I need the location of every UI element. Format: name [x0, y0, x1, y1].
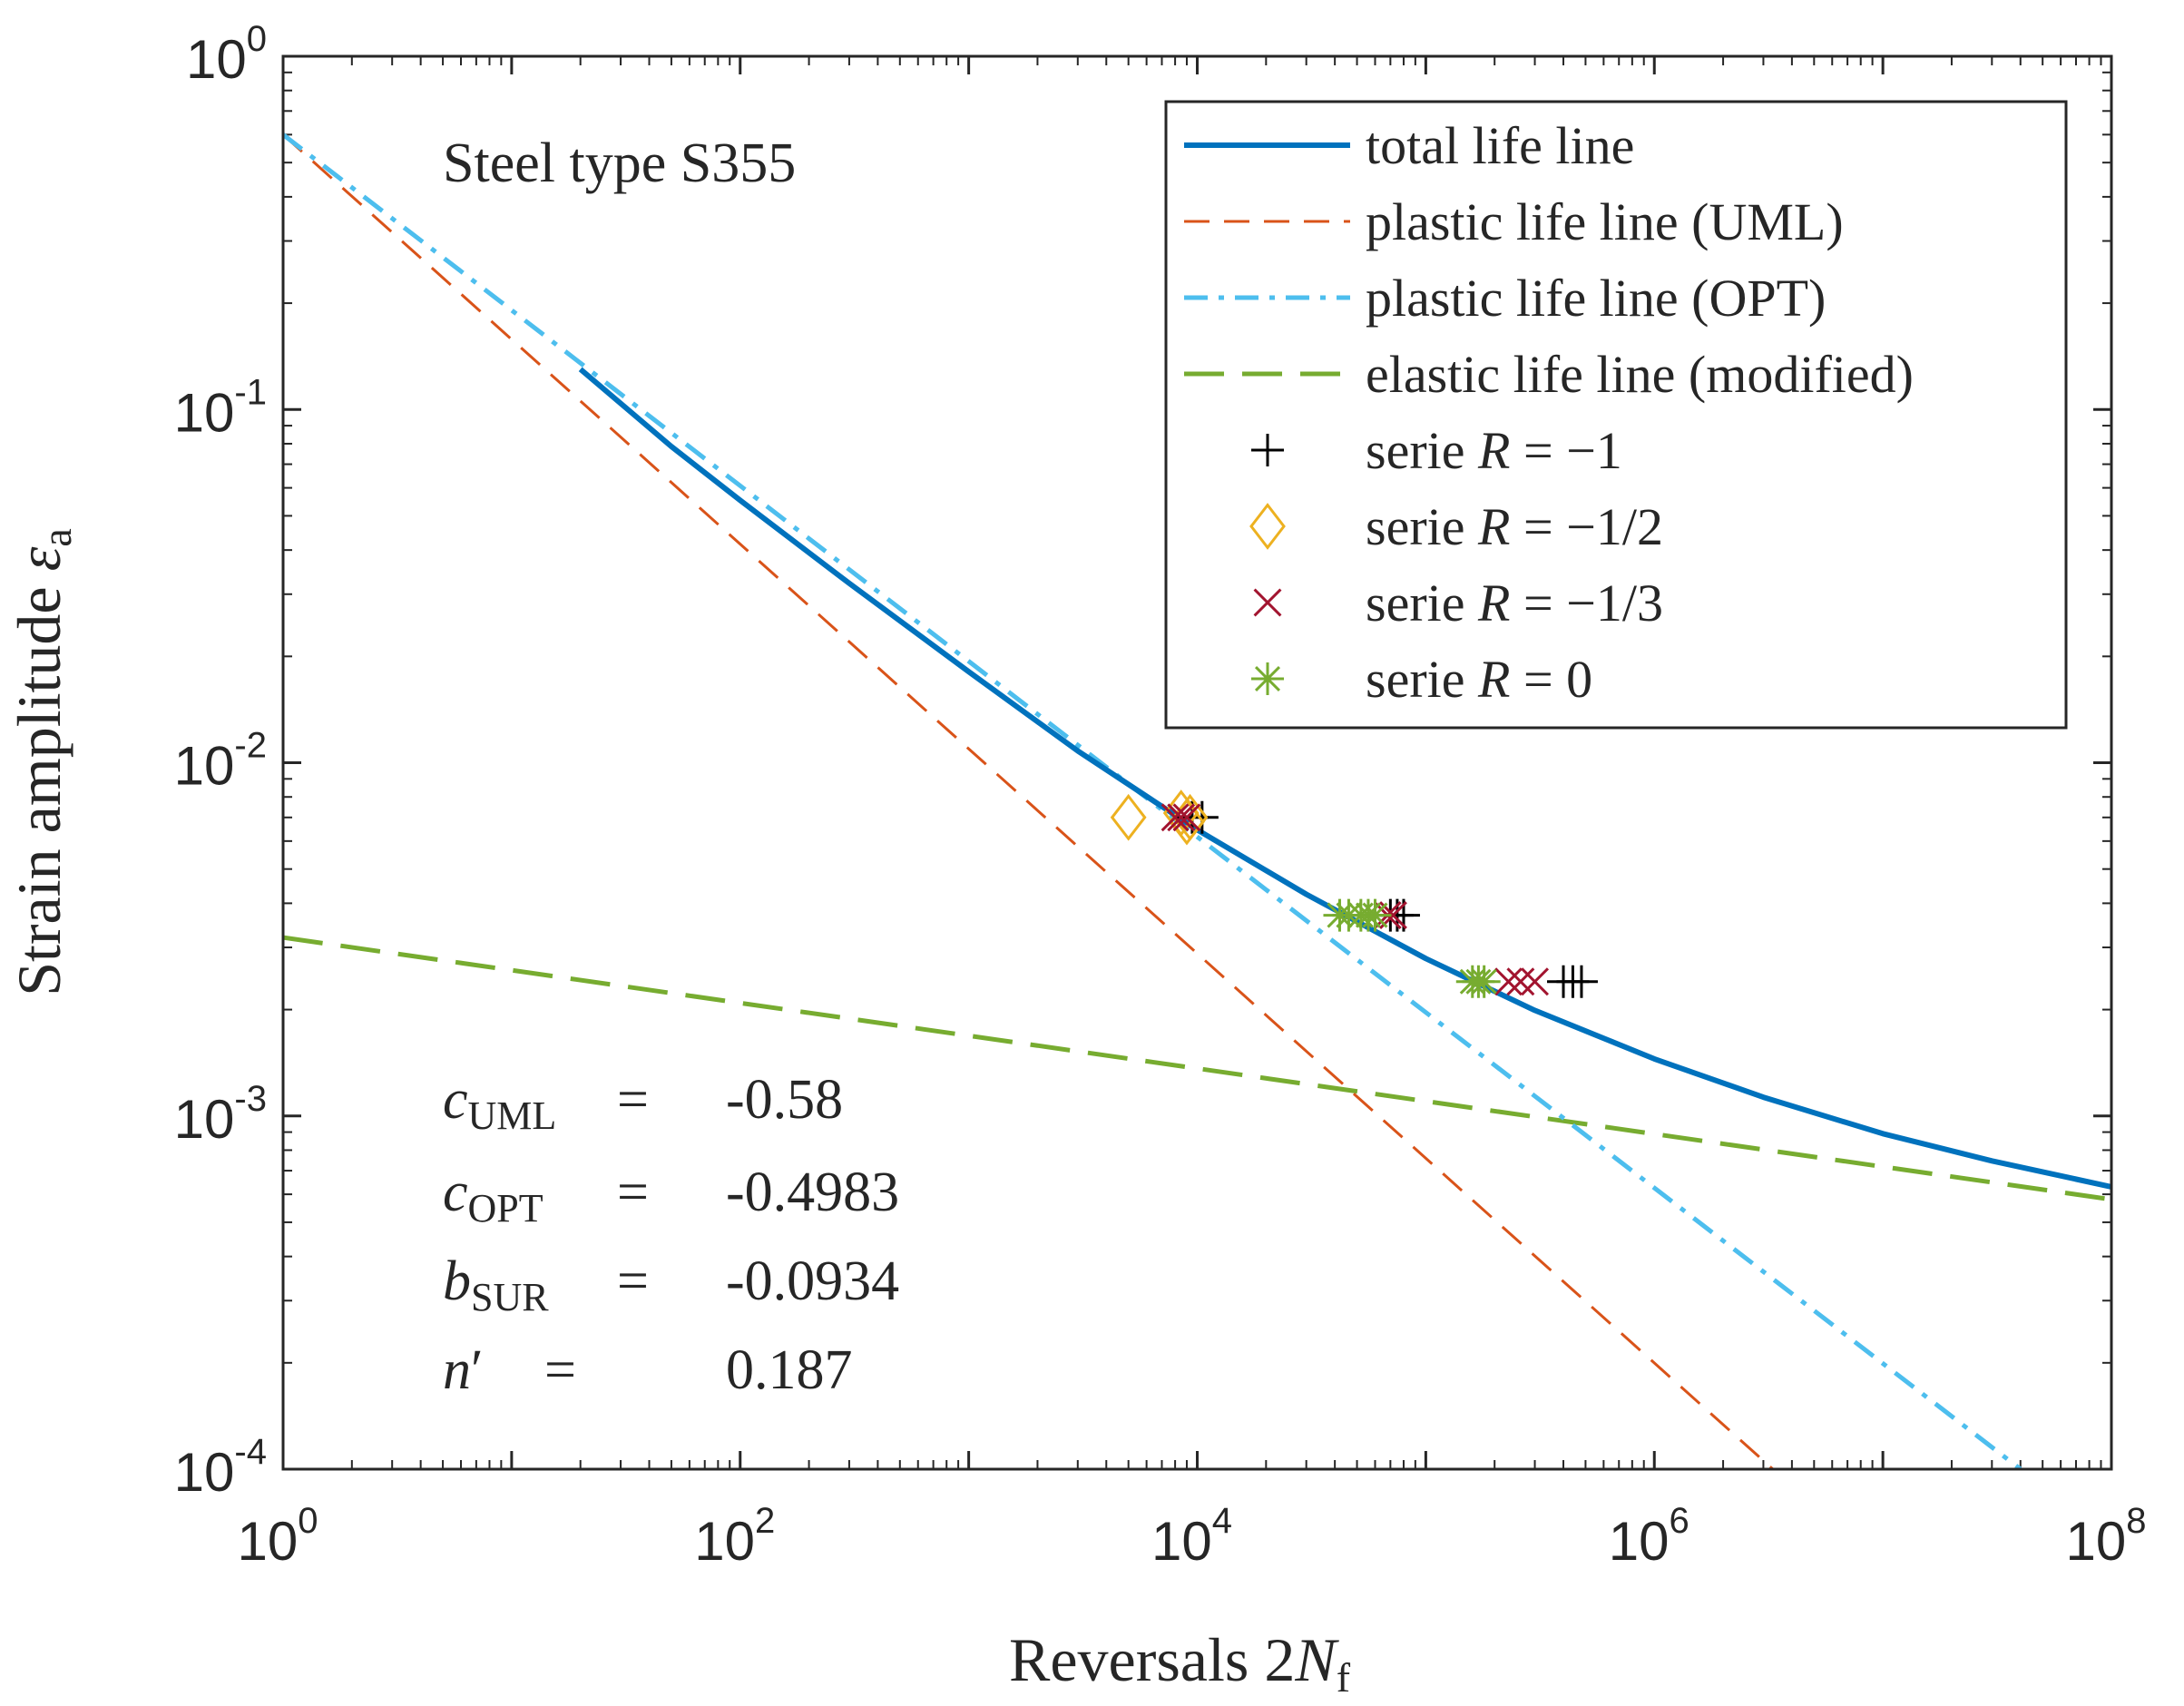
legend-series-7-marker: [1251, 662, 1284, 695]
series-6-point: [1521, 967, 1550, 996]
parameter-equals: =: [617, 1162, 649, 1223]
series-4-point: [1185, 800, 1219, 834]
series-3-line: [283, 935, 2111, 1202]
legend-series-6-swatch: [1253, 588, 1282, 617]
series-1-line: [283, 133, 1774, 1469]
series-7-markers: [1323, 898, 1501, 998]
y-axis-title: Strain amplitude εa: [5, 528, 80, 996]
legend-series-1-label: plastic life line (UML): [1366, 192, 1844, 251]
parameter-value: -0.4983: [726, 1162, 899, 1223]
parameter-equals: =: [617, 1250, 649, 1312]
legend-series-2-label: plastic life line (OPT): [1366, 269, 1826, 328]
series-layer: [283, 132, 2111, 1469]
y-tick-label: 10-1: [174, 372, 267, 443]
parameter-equals: =: [544, 1339, 576, 1401]
y-tick-label: 10-3: [174, 1079, 267, 1150]
series-7-point: [1467, 965, 1501, 998]
legend-series-4-swatch: [1251, 434, 1284, 466]
x-tick-label: 100: [238, 1501, 318, 1572]
legend-series-7-swatch: [1251, 662, 1284, 695]
y-tick-label: 10-2: [174, 726, 267, 797]
x-tick-labels: 100 102 104 106 108: [238, 1501, 2147, 1572]
series-6-point: [1506, 967, 1535, 996]
legend-series-7-label: serie R = 0: [1366, 650, 1592, 709]
plot-frame: [281, 54, 2113, 1471]
series-6-point: [1172, 803, 1201, 832]
series-7-point: [1358, 898, 1392, 932]
x-tick-label: 108: [2066, 1501, 2147, 1572]
x-tick-label: 102: [694, 1501, 775, 1572]
series-6-point: [1494, 967, 1523, 996]
series-2-line: [283, 132, 2022, 1469]
legend-series-0-label: total life line: [1366, 116, 1634, 175]
legend-series-6-marker: [1253, 588, 1282, 617]
legend-series-5-marker: [1249, 503, 1286, 550]
y-tick-labels: 10-4 10-3 10-2 10-1 100: [174, 19, 267, 1503]
series-5-point: [1110, 793, 1147, 841]
legend-box: [1164, 100, 2068, 730]
parameter-label: cUML: [443, 1069, 556, 1138]
parameter-label: bSUR: [443, 1250, 549, 1319]
series-0-line: [578, 367, 2111, 1190]
y-tick-label: 10-4: [174, 1432, 267, 1503]
series-4-point: [1564, 965, 1598, 998]
legend-series-3-label: elastic life line (modified): [1366, 345, 1914, 404]
x-tick-label: 104: [1151, 1501, 1232, 1572]
parameter-value: 0.187: [726, 1339, 853, 1401]
x-axis-title: Reversals 2Nf: [1009, 1625, 1351, 1701]
legend: total life line plastic life line (UML) pl…: [1164, 100, 2068, 730]
parameter-value: -0.0934: [726, 1250, 899, 1312]
parameter-annotations: cUML = -0.58 cOPT = -0.4983 bSUR = -0.0934 n′ = 0.1…: [443, 1069, 899, 1401]
x-tick-label: 106: [1609, 1501, 1689, 1572]
steel-type-annotation: Steel type S355: [443, 132, 796, 194]
parameter-label: cOPT: [443, 1162, 544, 1230]
parameter-label: n′: [443, 1339, 484, 1401]
parameter-equals: =: [617, 1069, 649, 1131]
legend-series-5-label: serie R = −1/2: [1366, 497, 1663, 556]
series-6-point: [1167, 803, 1196, 832]
parameter-value: -0.58: [726, 1069, 843, 1131]
series-6-point: [1161, 803, 1190, 832]
y-tick-label: 100: [186, 19, 267, 90]
legend-series-6-label: serie R = −1/3: [1366, 574, 1663, 632]
legend-series-4-label: serie R = −1: [1366, 421, 1622, 480]
legend-series-5-swatch: [1249, 503, 1286, 550]
legend-series-4-marker: [1251, 434, 1284, 466]
